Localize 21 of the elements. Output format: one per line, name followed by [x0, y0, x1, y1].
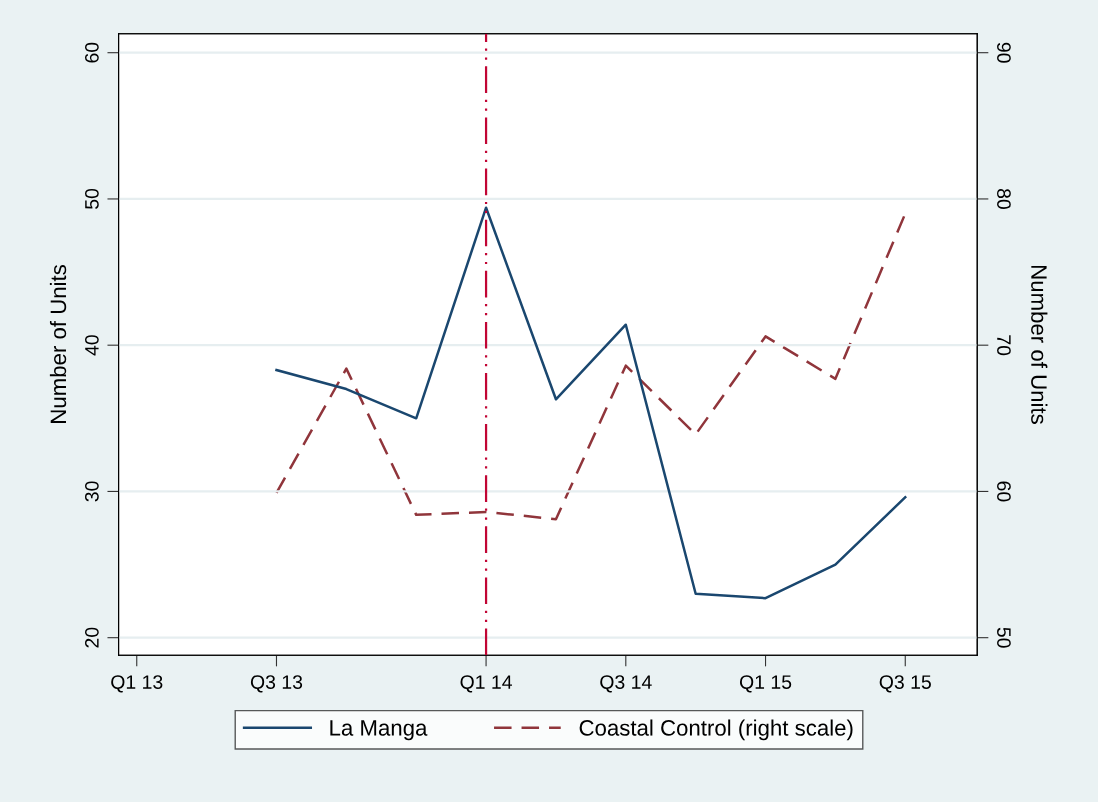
- y2-axis-title: Number of Units: [1031, 266, 1048, 424]
- x-tick-label: Q3 14: [600, 675, 652, 693]
- y-axis-title: Number of Units: [49, 264, 67, 423]
- y2-tick-label: 70: [997, 335, 1011, 356]
- y2-tick-label: 50: [997, 627, 1011, 648]
- y-tick-label: 20: [85, 627, 99, 648]
- line-series: [275, 206, 907, 600]
- x-tick-label: Q1 13: [111, 675, 163, 693]
- y2-tick-label: 60: [997, 481, 1011, 502]
- y-tick-label: 40: [85, 335, 99, 356]
- x-tick-label: Q3 13: [250, 675, 303, 693]
- y-tick-label: 30: [85, 481, 99, 502]
- legend-label: Coastal Control (right scale): [579, 719, 853, 741]
- legend-label: La Manga: [330, 720, 428, 741]
- x-tick-label: Q1 15: [739, 675, 792, 693]
- y-tick-label: 60: [85, 42, 99, 63]
- y-tick-label: 50: [85, 188, 99, 209]
- x-tick-label: Q1 14: [460, 675, 512, 693]
- y2-tick-label: 80: [997, 188, 1011, 209]
- x-tick-label: Q3 15: [879, 675, 931, 693]
- y2-tick-label: 90: [997, 42, 1011, 63]
